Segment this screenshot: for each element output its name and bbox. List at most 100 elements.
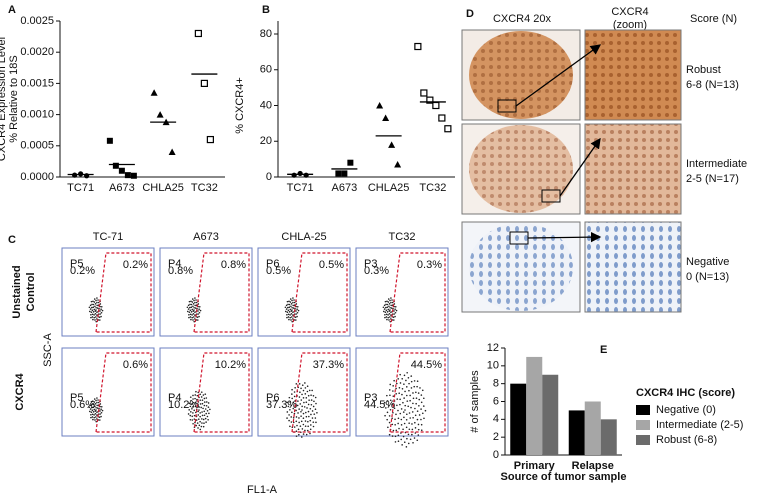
percent-label: 37.3%	[313, 359, 344, 371]
dot	[199, 403, 202, 405]
dot	[311, 389, 313, 392]
dot	[194, 421, 196, 424]
dot	[94, 312, 97, 315]
y-tick-label: 0.0025	[20, 15, 54, 27]
dot	[205, 421, 207, 423]
dot	[417, 392, 420, 394]
dot	[193, 306, 195, 309]
data-point	[394, 160, 402, 168]
dot	[295, 310, 297, 312]
bar	[526, 356, 543, 455]
dot	[284, 310, 287, 313]
dot	[312, 425, 315, 428]
dot	[198, 409, 200, 411]
dot	[401, 444, 403, 446]
data-point	[426, 96, 434, 104]
dot	[383, 308, 386, 310]
dot	[397, 409, 399, 412]
dot	[306, 429, 309, 432]
dot	[190, 306, 193, 309]
dot	[101, 309, 104, 312]
data-point	[200, 79, 208, 88]
dot	[290, 312, 293, 315]
dot	[191, 314, 193, 316]
percent-label: 0.3%	[417, 259, 442, 271]
dot	[93, 316, 96, 319]
dot	[405, 426, 408, 429]
dot	[291, 320, 294, 323]
dot	[189, 309, 192, 312]
zoom-arrow	[559, 137, 601, 197]
y-axis-label: SSC-A	[42, 333, 54, 367]
x-axis-label: Source of tumor sample	[501, 471, 627, 483]
dot	[201, 402, 204, 405]
dot	[288, 300, 290, 303]
dot	[97, 399, 99, 401]
dot	[307, 410, 310, 413]
dot	[294, 386, 296, 389]
data-point	[376, 102, 384, 109]
bar	[542, 374, 559, 455]
dot	[399, 373, 401, 376]
dot	[289, 301, 292, 303]
dot	[94, 310, 97, 312]
dot	[209, 408, 211, 411]
dot	[292, 401, 295, 404]
dot	[94, 319, 96, 321]
y-tick-label: 4	[493, 413, 499, 425]
dot	[307, 425, 309, 428]
dot	[193, 418, 196, 420]
dot	[405, 413, 408, 416]
dot	[93, 398, 96, 400]
dot	[204, 393, 207, 395]
dot	[195, 299, 197, 301]
dot	[400, 438, 402, 441]
dot	[418, 398, 421, 401]
data-point	[118, 167, 125, 174]
dot	[96, 407, 99, 409]
dot	[302, 397, 305, 399]
y-tick-label: 0	[493, 449, 499, 461]
dot	[199, 415, 201, 418]
dot	[286, 313, 288, 316]
dot	[408, 389, 410, 392]
dot	[188, 300, 191, 303]
dot	[396, 382, 398, 385]
dot	[295, 409, 297, 412]
score-label: Negative	[686, 256, 729, 268]
dot	[93, 401, 96, 403]
dot	[88, 406, 91, 409]
dot	[190, 300, 192, 303]
dot	[407, 433, 410, 436]
dot	[390, 307, 393, 309]
dot	[420, 418, 422, 421]
dot	[194, 301, 196, 304]
dot	[292, 304, 294, 307]
dot	[197, 427, 199, 429]
gate	[95, 352, 152, 433]
dot	[394, 308, 396, 311]
dot	[95, 416, 97, 418]
dot	[314, 396, 317, 399]
dot	[302, 423, 305, 426]
dot	[290, 305, 292, 308]
dot	[93, 414, 95, 416]
dot	[100, 315, 102, 318]
column-header: CXCR4 20x	[493, 13, 552, 25]
zoom-arrow	[515, 44, 602, 107]
dot	[387, 301, 390, 303]
dot	[301, 428, 304, 430]
dot	[290, 310, 293, 312]
dot	[391, 299, 393, 301]
dot	[401, 387, 404, 390]
dot	[189, 405, 192, 408]
dot	[306, 390, 309, 393]
dot	[298, 417, 300, 419]
dot	[288, 303, 291, 306]
dot	[301, 393, 303, 396]
dot	[100, 411, 103, 414]
dot	[205, 404, 208, 407]
dot	[402, 401, 404, 404]
dot	[297, 412, 299, 414]
dot	[95, 299, 97, 302]
